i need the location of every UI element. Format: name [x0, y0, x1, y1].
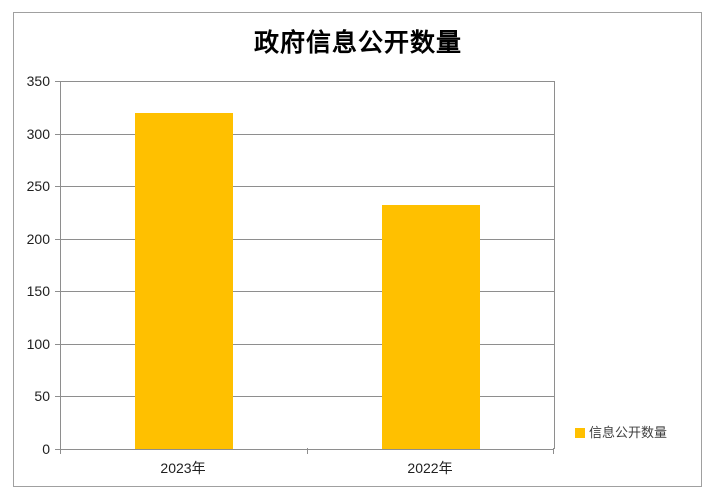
chart-outer-border: [13, 12, 702, 487]
y-axis-tick: [55, 239, 60, 240]
y-axis-tick-label: 50: [34, 388, 50, 404]
gridline: [61, 81, 554, 82]
y-axis-tick-label: 100: [26, 336, 50, 352]
y-axis-tick: [55, 449, 60, 450]
bar: [135, 112, 233, 449]
y-axis-tick-label: 250: [26, 178, 50, 194]
chart-title: 政府信息公开数量: [253, 28, 462, 57]
gridline: [61, 344, 554, 345]
y-axis-tick: [55, 81, 60, 82]
y-axis-tick-label: 150: [26, 283, 50, 299]
gridline: [61, 291, 554, 292]
y-axis-tick: [55, 186, 60, 187]
gridline: [61, 396, 554, 397]
legend-label: 信息公开数量: [589, 425, 668, 440]
gridline: [61, 134, 554, 135]
y-axis-tick: [55, 291, 60, 292]
gridline: [61, 186, 554, 187]
x-axis-tick: [307, 448, 308, 454]
plot-area: [60, 81, 555, 450]
y-axis-tick: [55, 396, 60, 397]
y-axis-tick: [55, 134, 60, 135]
gridline: [61, 239, 554, 240]
x-axis-label: 2023年: [160, 460, 206, 476]
x-axis-tick: [60, 448, 61, 454]
legend: 信息公开数量: [575, 426, 667, 439]
y-axis-tick: [55, 344, 60, 345]
y-axis-tick-label: 300: [26, 126, 50, 142]
bar: [382, 205, 480, 449]
x-axis-tick: [553, 448, 554, 454]
y-axis-tick-label: 200: [26, 231, 50, 247]
y-axis-tick-label: 350: [26, 73, 50, 89]
x-axis-label: 2022年: [407, 460, 453, 476]
y-axis-tick-label: 0: [42, 441, 50, 457]
legend-swatch-icon: [575, 427, 585, 438]
